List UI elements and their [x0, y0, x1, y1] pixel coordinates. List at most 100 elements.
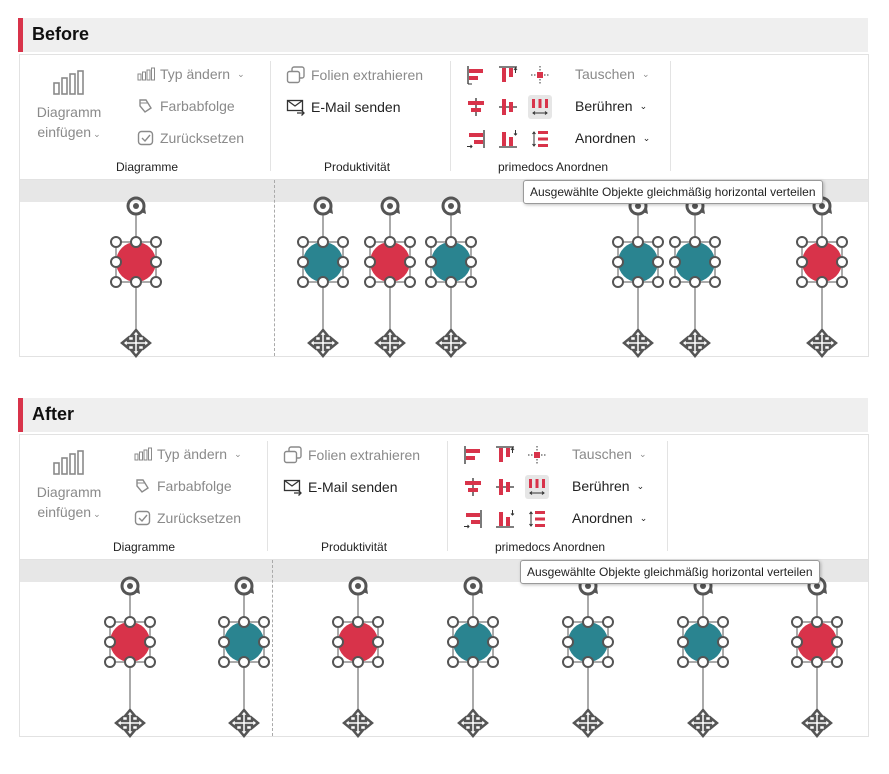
move-handle-icon[interactable]	[457, 708, 489, 738]
align-middle-v-button[interactable]	[496, 95, 520, 119]
distribute-vertical-icon	[529, 511, 545, 527]
email-send-button[interactable]: E-Mail senden	[286, 98, 401, 116]
shape-object-teal[interactable]	[445, 574, 505, 744]
arrange-button[interactable]: Anordnen ⌄	[575, 130, 650, 146]
color-order-button[interactable]: Farbabfolge	[134, 478, 232, 494]
shape-object-teal[interactable]	[560, 574, 620, 744]
reset-button[interactable]: Zurücksetzen	[134, 510, 241, 526]
align-center-point-button[interactable]	[528, 63, 552, 87]
shape-object-red[interactable]	[362, 194, 422, 364]
reset-icon	[134, 510, 151, 526]
distribute-vertical-button[interactable]	[528, 127, 552, 151]
extract-slides-button[interactable]: Folien extrahieren	[283, 446, 420, 464]
touch-button[interactable]: Berühren ⌄	[572, 478, 644, 494]
touch-button[interactable]: Berühren ⌄	[575, 98, 647, 114]
extract-icon	[286, 66, 305, 84]
swap-button[interactable]: Tauschen ⌄	[572, 446, 646, 462]
email-send-label: E-Mail senden	[308, 479, 398, 495]
shape-object-red[interactable]	[789, 574, 849, 744]
chart-type-icon	[137, 67, 155, 81]
arrange-button[interactable]: Anordnen ⌄	[572, 510, 647, 526]
rotate-handle-icon[interactable]	[126, 196, 146, 216]
ribbon: Diagramm einfügen ⌄ Typ ändern ⌄ Farbabfol…	[19, 54, 869, 180]
arrange-label: Anordnen	[572, 510, 633, 526]
align-center-h-button[interactable]	[464, 95, 488, 119]
insert-chart-button[interactable]: Diagramm einfügen ⌄	[30, 69, 108, 144]
distribute-vertical-icon	[532, 131, 548, 147]
move-handle-icon[interactable]	[801, 708, 833, 738]
swap-button[interactable]: Tauschen ⌄	[575, 66, 649, 82]
align-center-point-button[interactable]	[525, 443, 549, 467]
type-change-button[interactable]: Typ ändern ⌄	[137, 66, 245, 82]
align-top-button[interactable]	[496, 63, 520, 87]
shape-object-teal[interactable]	[295, 194, 355, 364]
align-left-button[interactable]	[461, 443, 485, 467]
rotate-handle-icon[interactable]	[380, 196, 400, 216]
email-icon	[283, 479, 302, 496]
align-center-h-button[interactable]	[461, 475, 485, 499]
rotate-handle-icon[interactable]	[313, 196, 333, 216]
align-middle-v-icon	[499, 99, 517, 115]
rotate-handle-icon[interactable]	[441, 196, 461, 216]
shape-object-teal[interactable]	[610, 194, 670, 364]
type-change-button[interactable]: Typ ändern ⌄	[134, 446, 242, 462]
shape-object-teal[interactable]	[675, 574, 735, 744]
shape-object-red[interactable]	[108, 194, 168, 364]
shape-object-teal[interactable]	[216, 574, 276, 744]
move-handle-icon[interactable]	[228, 708, 260, 738]
reset-icon	[137, 130, 154, 146]
move-handle-icon[interactable]	[806, 328, 838, 358]
email-send-button[interactable]: E-Mail senden	[283, 478, 398, 496]
group-separator	[450, 61, 451, 171]
align-top-button[interactable]	[493, 443, 517, 467]
align-top-icon	[499, 66, 518, 82]
move-handle-icon[interactable]	[114, 708, 146, 738]
align-bottom-button[interactable]	[496, 127, 520, 151]
align-left-icon	[464, 446, 480, 464]
slide-canvas	[19, 179, 869, 358]
distribute-horizontal-icon	[532, 99, 548, 115]
align-middle-v-button[interactable]	[493, 475, 517, 499]
move-handle-icon[interactable]	[687, 708, 719, 738]
rotate-handle-icon[interactable]	[234, 576, 254, 596]
shape-object-red[interactable]	[794, 194, 854, 364]
shape-object-teal[interactable]	[423, 194, 483, 364]
accent-bar	[18, 398, 23, 432]
align-bottom-button[interactable]	[493, 507, 517, 531]
rotate-handle-icon[interactable]	[120, 576, 140, 596]
insert-chart-label-1: Diagramm	[36, 104, 102, 120]
align-right-button[interactable]	[461, 507, 485, 531]
move-handle-icon[interactable]	[120, 328, 152, 358]
insert-chart-button[interactable]: Diagramm einfügen ⌄	[30, 449, 108, 524]
reset-button[interactable]: Zurücksetzen	[137, 130, 244, 146]
insert-chart-label-1: Diagramm	[36, 484, 102, 500]
align-left-button[interactable]	[464, 63, 488, 87]
move-handle-icon[interactable]	[622, 328, 654, 358]
touch-label: Berühren	[572, 478, 630, 494]
chevron-down-icon: ⌄	[234, 448, 242, 459]
move-handle-icon[interactable]	[435, 328, 467, 358]
distribute-horizontal-button[interactable]	[525, 475, 549, 499]
distribute-horizontal-button[interactable]	[528, 95, 552, 119]
move-handle-icon[interactable]	[307, 328, 339, 358]
swap-label: Tauschen	[575, 66, 635, 82]
shape-object-red[interactable]	[102, 574, 162, 744]
align-top-icon	[496, 446, 515, 462]
move-handle-icon[interactable]	[572, 708, 604, 738]
shape-object-teal[interactable]	[667, 194, 727, 364]
rotate-handle-icon[interactable]	[348, 576, 368, 596]
chevron-down-icon: ⌄	[639, 512, 648, 523]
extract-slides-button[interactable]: Folien extrahieren	[286, 66, 423, 84]
distribute-vertical-button[interactable]	[525, 507, 549, 531]
group-label-produktivitaet: Produktivität	[321, 540, 388, 554]
after-title: After	[32, 404, 75, 424]
move-handle-icon[interactable]	[374, 328, 406, 358]
rotate-handle-icon[interactable]	[463, 576, 483, 596]
shape-object-red[interactable]	[330, 574, 390, 744]
color-order-button[interactable]: Farbabfolge	[137, 98, 235, 114]
move-handle-icon[interactable]	[342, 708, 374, 738]
align-right-button[interactable]	[464, 127, 488, 151]
distribute-horizontal-icon	[529, 479, 545, 495]
move-handle-icon[interactable]	[679, 328, 711, 358]
color-order-icon	[139, 99, 152, 113]
